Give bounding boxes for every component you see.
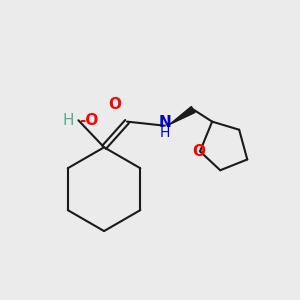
Text: -O: -O xyxy=(79,113,99,128)
Text: O: O xyxy=(192,144,205,159)
Text: O: O xyxy=(108,97,122,112)
Text: N: N xyxy=(158,115,171,130)
Text: H: H xyxy=(160,126,170,140)
Text: H: H xyxy=(62,113,74,128)
Polygon shape xyxy=(170,106,195,124)
